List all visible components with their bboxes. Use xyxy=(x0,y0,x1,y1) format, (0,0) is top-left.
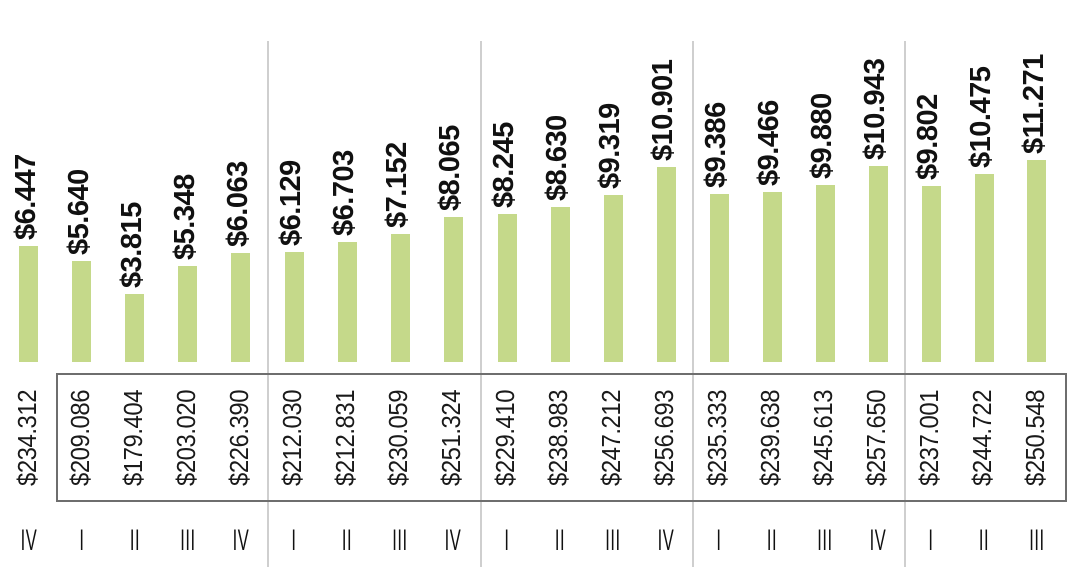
year-separator-line xyxy=(480,41,482,567)
table-value-label: $239.638 xyxy=(755,389,785,486)
bar-value-label: $3.815 xyxy=(115,202,148,288)
bar-value-label: $11.271 xyxy=(1017,54,1050,154)
bar-value-label: $8.245 xyxy=(488,122,520,208)
bar-value-label: $9.880 xyxy=(806,93,838,179)
bar-value-label: $10.475 xyxy=(965,66,997,168)
bar xyxy=(19,246,38,362)
year-separator-line xyxy=(904,41,906,567)
quarter-label: IV xyxy=(20,524,37,557)
bar xyxy=(974,174,994,362)
table-value-label: $250.548 xyxy=(1019,389,1050,486)
bar xyxy=(337,242,357,362)
bar-value-label: $9.319 xyxy=(594,103,626,189)
bar-value-label: $8.630 xyxy=(541,115,573,201)
bar xyxy=(497,214,517,362)
bar xyxy=(656,167,676,362)
quarter-label: IV xyxy=(444,524,462,557)
table-value-label: $237.001 xyxy=(914,389,944,486)
bar xyxy=(443,217,463,362)
bar-value-label: $6.447 xyxy=(9,154,42,240)
quarter-label: I xyxy=(78,524,85,557)
bar xyxy=(284,252,304,362)
quarter-label: II xyxy=(129,524,140,557)
bar xyxy=(125,294,144,362)
table-value-label: $234.312 xyxy=(11,389,42,486)
bar xyxy=(762,192,782,362)
table-value-label: $251.324 xyxy=(436,389,466,486)
quarter-label: IV xyxy=(657,524,675,557)
bar-value-label: $8.065 xyxy=(434,125,466,211)
table-value-label: $247.212 xyxy=(596,389,626,486)
quarter-label: IV xyxy=(232,524,249,557)
bar xyxy=(921,186,941,362)
quarter-label: III xyxy=(1028,524,1045,557)
bar-value-label: $5.348 xyxy=(168,174,201,260)
bar-value-label: $6.129 xyxy=(275,160,307,246)
quarter-label: I xyxy=(291,524,297,557)
bar-value-label: $9.466 xyxy=(753,100,785,186)
table-value-label: $212.030 xyxy=(277,389,307,486)
bar xyxy=(72,261,91,362)
bar-value-label: $10.901 xyxy=(647,59,679,161)
quarter-label: I xyxy=(716,524,722,557)
value-table-box xyxy=(56,373,1067,502)
table-value-label: $256.693 xyxy=(649,389,679,486)
quarter-label: IV xyxy=(869,524,887,557)
bar xyxy=(815,185,835,362)
bar-value-label: $6.063 xyxy=(221,161,254,247)
table-value-label: $235.333 xyxy=(702,389,732,486)
bar-value-label: $7.152 xyxy=(381,142,413,228)
quarter-label: III xyxy=(392,524,408,557)
bar xyxy=(709,194,729,362)
bar xyxy=(178,266,197,362)
bar xyxy=(1027,160,1046,362)
bar xyxy=(231,253,250,362)
bar-value-label: $5.640 xyxy=(62,169,95,255)
table-value-label: $226.390 xyxy=(223,389,254,486)
quarter-label: I xyxy=(928,524,934,557)
bar-value-label: $6.703 xyxy=(328,150,360,236)
table-value-label: $230.059 xyxy=(383,389,413,486)
table-value-label: $203.020 xyxy=(170,389,201,486)
quarter-label: III xyxy=(179,524,196,557)
table-value-label: $229.410 xyxy=(490,389,520,486)
bar-value-label: $9.802 xyxy=(912,94,944,180)
bar xyxy=(868,166,888,362)
bar-value-label: $9.386 xyxy=(700,102,732,188)
year-separator-line xyxy=(267,41,269,567)
table-value-label: $209.086 xyxy=(64,389,95,486)
table-value-label: $245.613 xyxy=(808,389,838,486)
table-value-label: $257.650 xyxy=(861,389,891,486)
bar xyxy=(550,207,570,362)
quarter-label: II xyxy=(341,524,353,557)
table-value-label: $244.722 xyxy=(967,389,997,486)
bar xyxy=(603,195,623,362)
bar-value-label: $10.943 xyxy=(859,58,891,160)
quarter-label: II xyxy=(766,524,778,557)
table-value-label: $212.831 xyxy=(330,389,360,486)
quarter-label: III xyxy=(605,524,621,557)
quarter-label: II xyxy=(554,524,566,557)
year-separator-line xyxy=(692,41,694,567)
table-value-label: $238.983 xyxy=(543,389,573,486)
quarter-label: I xyxy=(504,524,510,557)
table-value-label: $179.404 xyxy=(117,389,148,486)
quarter-label: II xyxy=(978,524,990,557)
quarter-label: III xyxy=(817,524,833,557)
bar xyxy=(390,234,410,362)
